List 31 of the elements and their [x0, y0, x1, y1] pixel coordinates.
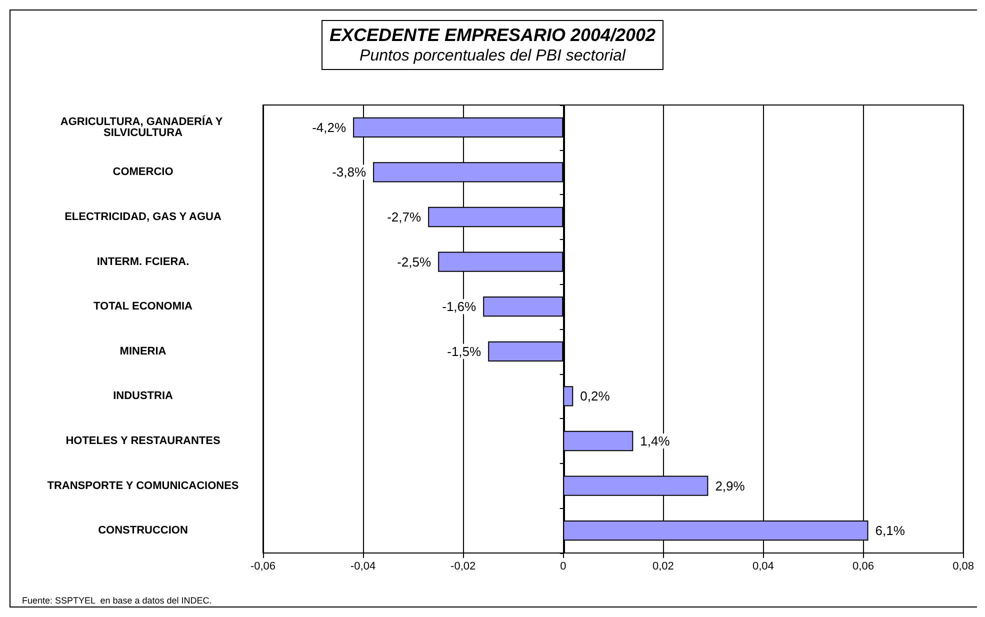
data-label: 0,2%: [580, 388, 610, 404]
data-label: -4,2%: [312, 120, 346, 135]
y-tick-label: HOTELES Y RESTAURANTES: [66, 435, 220, 447]
x-tick-label: 0: [560, 560, 566, 572]
y-tick-label: TRANSPORTE Y COMUNICACIONES: [47, 480, 239, 492]
x-tick-label: 0,04: [752, 560, 774, 572]
y-tick-label: INTERM. FCIERA.: [96, 256, 190, 268]
data-label: 6,1%: [875, 523, 906, 538]
x-tick-label: -0,02: [450, 560, 476, 572]
y-tick-label: INDUSTRIA: [113, 390, 173, 402]
chart-subtitle: Puntos porcentuales del PBI sectorial: [360, 48, 626, 64]
y-tick-label: ELECTRICIDAD, GAS Y AGUA: [64, 211, 222, 223]
data-label: -2,7%: [387, 210, 422, 224]
data-label: -1,5%: [447, 344, 482, 359]
chart-title: EXCEDENTE EMPRESARIO 2004/2002: [329, 25, 656, 45]
x-tick-label: 0,08: [952, 560, 974, 572]
data-label: -3,8%: [332, 164, 366, 180]
data-label: -2,5%: [397, 254, 432, 270]
source-note: Fuente: SSPTYEL en base a datos del INDEC.: [22, 596, 212, 606]
y-tick-label: CONSTRUCCION: [98, 524, 188, 537]
y-tick-label: MINERIA: [120, 345, 166, 358]
x-tick-label: 0,06: [852, 560, 874, 572]
data-label: 1,4%: [640, 434, 670, 448]
x-tick-label: -0,06: [250, 560, 276, 572]
data-label: 2,9%: [715, 478, 746, 494]
y-tick-label: AGRICULTURA, GANADERÍA Y SILVICULTURA: [60, 114, 226, 139]
y-tick-label: COMERCIO: [112, 166, 174, 178]
x-tick-label: -0,04: [350, 560, 376, 572]
data-label: -1,6%: [442, 299, 477, 314]
x-tick-label: 0,02: [652, 560, 674, 572]
y-tick-label: TOTAL ECONOMIA: [94, 300, 193, 313]
